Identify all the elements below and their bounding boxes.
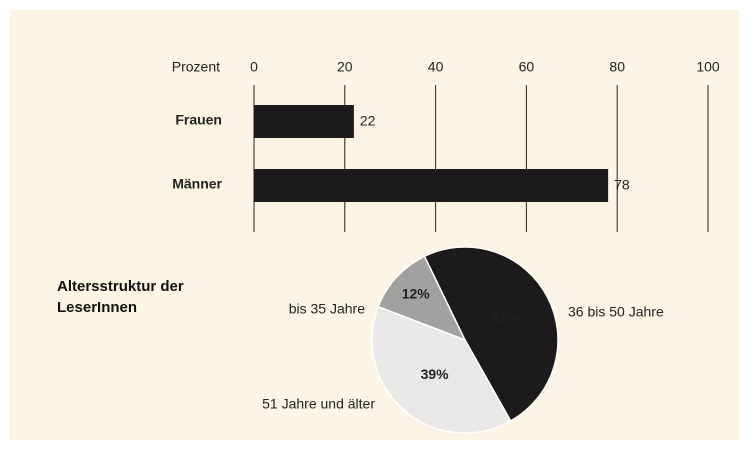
- slice-category-label: 36 bis 50 Jahre: [568, 304, 664, 320]
- pie-slice: [377, 255, 467, 342]
- x-tick-label: 80: [609, 59, 625, 75]
- slice-category-label: bis 35 Jahre: [289, 301, 365, 317]
- x-tick-label: 20: [337, 59, 353, 75]
- bar: [254, 105, 354, 138]
- category-label: Männer: [172, 176, 222, 192]
- bar: [254, 169, 609, 202]
- data-label: 22: [360, 113, 376, 129]
- x-tick-label: 100: [696, 59, 720, 75]
- x-tick-label: 40: [428, 59, 444, 75]
- slice-value-label: 12%: [402, 285, 431, 301]
- x-tick-label: 0: [250, 59, 258, 75]
- pie-slice: [371, 305, 512, 434]
- category-label: Frauen: [175, 112, 222, 128]
- x-tick-label: 60: [519, 59, 535, 75]
- pie-slice: [423, 246, 559, 423]
- x-axis-label: Prozent: [172, 59, 220, 75]
- slice-category-label: 51 Jahre und älter: [262, 396, 375, 412]
- slice-value-label: 39%: [421, 366, 450, 382]
- pie-title: Altersstruktur der LeserInnen: [57, 278, 184, 316]
- data-label: 78: [614, 177, 630, 193]
- background: [10, 10, 739, 440]
- slice-value-label: 49%: [492, 309, 521, 325]
